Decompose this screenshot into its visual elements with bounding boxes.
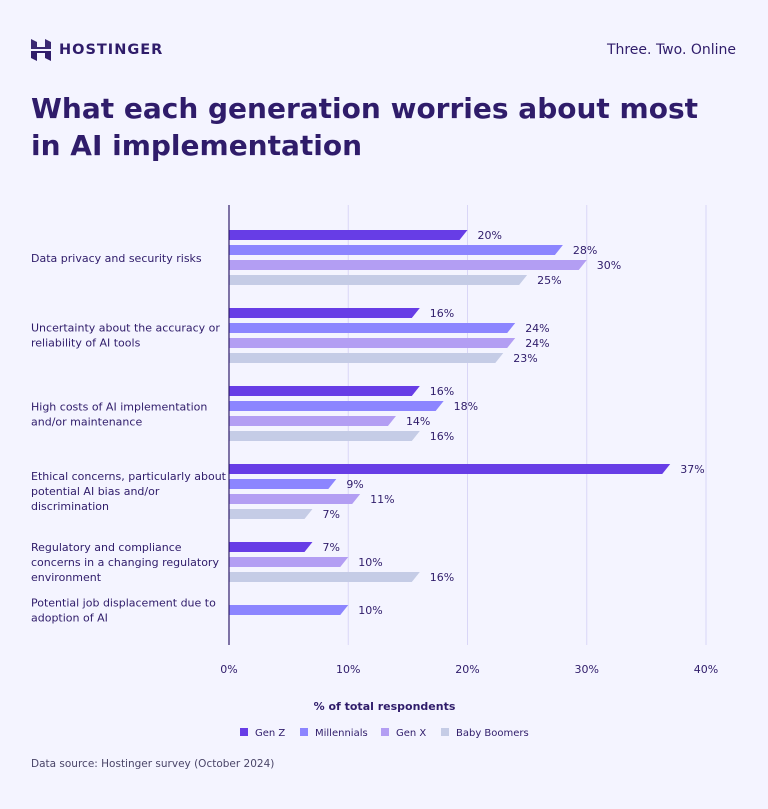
- bar-millennials: [229, 479, 337, 489]
- category-label: Potential job displacement due to: [31, 597, 216, 610]
- data-label: 16%: [430, 571, 454, 584]
- chart-title: What each generation worries about most …: [31, 92, 698, 162]
- bar-gen-x: [229, 338, 516, 348]
- legend-swatch: [441, 728, 449, 736]
- bar-gen-x: [229, 494, 361, 504]
- legend-label: Baby Boomers: [456, 728, 529, 739]
- data-label: 9%: [346, 478, 363, 491]
- bar-gen-z: [229, 464, 671, 474]
- bar-millennials: [229, 323, 516, 333]
- category-label: concerns in a changing regulatory: [31, 556, 219, 569]
- bar-gen-x: [229, 416, 396, 426]
- bar-millennials: [229, 245, 563, 255]
- data-label: 10%: [358, 556, 382, 569]
- legend-swatch: [381, 728, 389, 736]
- category-label: Regulatory and compliance: [31, 541, 182, 554]
- tagline: Three. Two. Online: [606, 42, 736, 58]
- category-label: reliability of AI tools: [31, 337, 141, 350]
- category-label: discrimination: [31, 500, 109, 513]
- data-label: 30%: [597, 259, 621, 272]
- data-label: 28%: [573, 244, 597, 257]
- bar-gen-z: [229, 542, 313, 552]
- bar-baby-boomers: [229, 509, 313, 519]
- data-label: 37%: [680, 463, 704, 476]
- data-source: Data source: Hostinger survey (October 2…: [31, 758, 275, 770]
- data-label: 23%: [513, 352, 537, 365]
- category-label: Uncertainty about the accuracy or: [31, 322, 220, 335]
- data-label: 7%: [322, 508, 339, 521]
- category-label: adoption of AI: [31, 612, 108, 625]
- category-label: potential AI bias and/or: [31, 485, 160, 498]
- bar-gen-z: [229, 308, 420, 318]
- brand-name: HOSTINGER: [59, 42, 164, 58]
- x-axis-label: % of total respondents: [314, 700, 456, 713]
- bar-baby-boomers: [229, 275, 528, 285]
- category-label: Ethical concerns, particularly about: [31, 470, 227, 483]
- category-label: environment: [31, 571, 102, 584]
- bar-baby-boomers: [229, 431, 420, 441]
- data-label: 7%: [322, 541, 339, 554]
- category-label: High costs of AI implementation: [31, 401, 207, 414]
- x-tick-label: 20%: [455, 663, 479, 676]
- data-label: 25%: [537, 274, 561, 287]
- legend-label: Millennials: [315, 728, 368, 739]
- bar-millennials: [229, 605, 349, 615]
- bar-gen-z: [229, 386, 420, 396]
- x-tick-label: 10%: [336, 663, 360, 676]
- data-label: 16%: [430, 385, 454, 398]
- bar-gen-x: [229, 557, 349, 567]
- data-label: 14%: [406, 415, 430, 428]
- data-label: 20%: [478, 229, 502, 242]
- legend-label: Gen X: [396, 728, 426, 739]
- category-label: and/or maintenance: [31, 416, 142, 429]
- data-label: 10%: [358, 604, 382, 617]
- x-tick-label: 0%: [220, 663, 237, 676]
- bar-baby-boomers: [229, 572, 420, 582]
- data-label: 24%: [525, 337, 549, 350]
- data-label: 16%: [430, 307, 454, 320]
- hostinger-logo-icon: [31, 39, 51, 61]
- bar-gen-z: [229, 230, 468, 240]
- x-tick-label: 40%: [694, 663, 718, 676]
- bar-baby-boomers: [229, 353, 504, 363]
- legend-swatch: [300, 728, 308, 736]
- x-tick-label: 30%: [575, 663, 599, 676]
- category-label: Data privacy and security risks: [31, 252, 202, 265]
- data-label: 18%: [454, 400, 478, 413]
- bar-millennials: [229, 401, 444, 411]
- data-label: 16%: [430, 430, 454, 443]
- legend-label: Gen Z: [255, 728, 285, 739]
- legend-swatch: [240, 728, 248, 736]
- data-label: 11%: [370, 493, 394, 506]
- bar-gen-x: [229, 260, 587, 270]
- data-label: 24%: [525, 322, 549, 335]
- hostinger-logo: HOSTINGER: [31, 39, 163, 61]
